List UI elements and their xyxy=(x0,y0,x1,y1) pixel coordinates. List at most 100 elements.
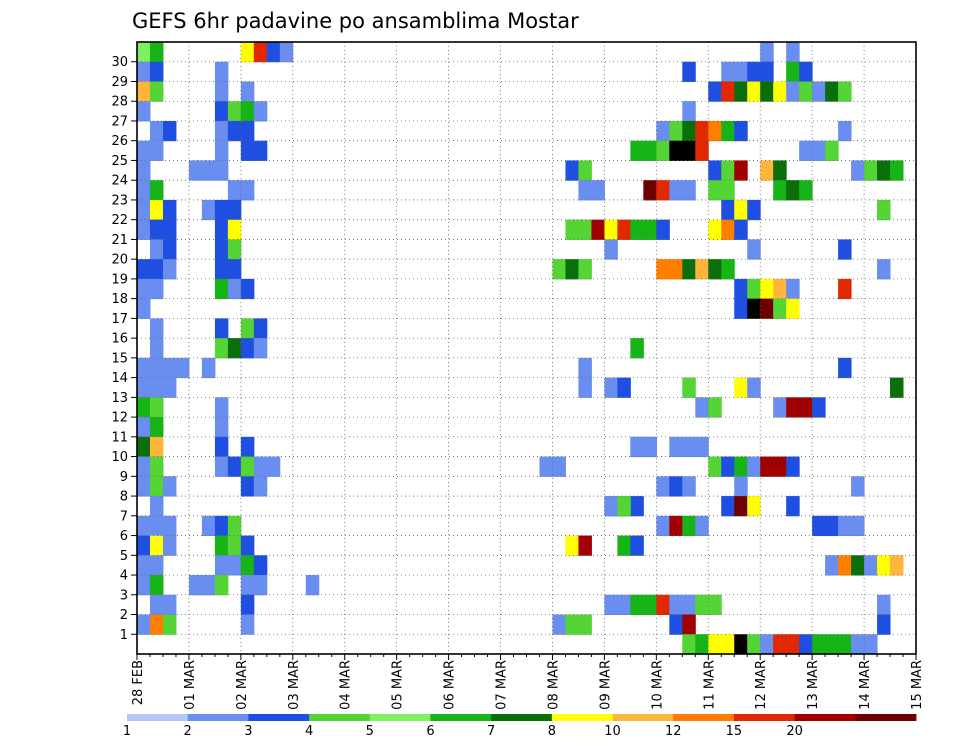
heatmap-cell xyxy=(137,101,151,122)
heatmap-cell xyxy=(760,634,774,655)
y-tick-label: 9 xyxy=(120,470,128,485)
heatmap-cell xyxy=(838,120,852,142)
heatmap-cell xyxy=(734,199,748,221)
heatmap-cell xyxy=(149,575,164,596)
heatmap-cell xyxy=(578,535,592,556)
heatmap-cell xyxy=(669,436,683,458)
heatmap-cell xyxy=(682,259,696,280)
y-tick-label: 2 xyxy=(120,608,128,623)
heatmap-cell xyxy=(656,594,670,616)
heatmap-cell xyxy=(838,81,852,102)
heatmap-cell xyxy=(240,555,255,576)
heatmap-cell xyxy=(721,219,735,240)
heatmap-cell xyxy=(227,535,242,556)
heatmap-cell xyxy=(708,634,722,655)
heatmap-cell xyxy=(760,42,774,63)
heatmap-cell xyxy=(137,614,151,635)
heatmap-cell xyxy=(695,515,709,537)
heatmap-cell xyxy=(214,278,229,300)
heatmap-cell xyxy=(786,298,800,319)
heatmap-cell xyxy=(137,61,151,82)
heatmap-cell xyxy=(656,259,670,280)
heatmap-cell xyxy=(682,634,696,655)
heatmap-cell xyxy=(227,101,242,122)
heatmap-cell xyxy=(877,259,891,280)
y-tick-label: 18 xyxy=(111,292,128,307)
colorbar-label: 5 xyxy=(366,724,374,739)
heatmap-cell xyxy=(643,219,657,240)
heatmap-cell xyxy=(149,555,164,576)
y-tick-label: 10 xyxy=(111,450,128,465)
heatmap-cell xyxy=(734,476,748,497)
heatmap-cell xyxy=(227,515,242,537)
heatmap-cell xyxy=(838,634,852,655)
heatmap-cell xyxy=(799,397,813,418)
heatmap-cell xyxy=(240,42,255,63)
heatmap-cell xyxy=(721,456,735,477)
x-tick-label: 04 MAR xyxy=(339,660,354,710)
heatmap-cell xyxy=(565,219,579,240)
y-tick-label: 3 xyxy=(120,588,128,603)
heatmap-cell xyxy=(240,120,255,142)
heatmap-cell xyxy=(201,160,216,181)
colorbar-label: 20 xyxy=(786,724,803,739)
heatmap-cell xyxy=(188,160,203,181)
heatmap-cell xyxy=(565,614,579,635)
heatmap-cell xyxy=(825,81,839,102)
heatmap-cell xyxy=(851,160,865,181)
heatmap-cell xyxy=(890,377,904,398)
heatmap-cell xyxy=(149,219,164,240)
colorbar-swatch xyxy=(551,714,613,721)
heatmap-cell xyxy=(552,259,566,280)
heatmap-cell xyxy=(682,515,696,537)
colorbar-label: 8 xyxy=(548,724,556,739)
heatmap-cell xyxy=(838,555,852,576)
heatmap-cell xyxy=(721,61,735,82)
heatmap-cell xyxy=(137,42,151,63)
heatmap-cell xyxy=(149,476,164,497)
heatmap-cell xyxy=(838,278,852,300)
heatmap-cell xyxy=(253,42,268,63)
heatmap-cell xyxy=(214,436,229,458)
heatmap-cell xyxy=(747,81,761,102)
colorbar-label: 15 xyxy=(726,724,743,739)
heatmap-cell xyxy=(201,575,216,596)
heatmap-cell xyxy=(604,377,618,398)
heatmap-cell xyxy=(812,515,826,537)
y-tick-label: 19 xyxy=(111,272,128,287)
heatmap-cell xyxy=(240,140,255,161)
heatmap-cell xyxy=(734,496,748,517)
heatmap-cell xyxy=(825,140,839,161)
heatmap-cell xyxy=(227,219,242,240)
heatmap-cell xyxy=(734,61,748,82)
heatmap-cell xyxy=(669,476,683,497)
heatmap-cell xyxy=(773,278,787,300)
x-tick-label: 12 MAR xyxy=(754,660,769,710)
heatmap-cell xyxy=(786,81,800,102)
heatmap-cell xyxy=(825,515,839,537)
heatmap-cell xyxy=(227,338,242,359)
heatmap-cell xyxy=(682,594,696,616)
heatmap-cell xyxy=(578,259,592,280)
heatmap-cell xyxy=(682,140,696,161)
heatmap-cell xyxy=(162,515,177,537)
heatmap-cell xyxy=(669,140,683,161)
heatmap-cell xyxy=(240,436,255,458)
heatmap-cell xyxy=(149,594,164,616)
chart-title: GEFS 6hr padavine po ansamblima Mostar xyxy=(132,9,579,33)
heatmap-cell xyxy=(747,377,761,398)
heatmap-cell xyxy=(656,476,670,497)
heatmap-cell xyxy=(253,101,268,122)
x-tick-label: 11 MAR xyxy=(702,660,717,710)
heatmap-cell xyxy=(149,436,164,458)
y-tick-label: 15 xyxy=(111,351,128,366)
heatmap-cell xyxy=(734,278,748,300)
heatmap-cell xyxy=(137,199,151,221)
heatmap-cell xyxy=(149,338,164,359)
heatmap-cell xyxy=(708,397,722,418)
heatmap-cell xyxy=(227,199,242,221)
heatmap-cell xyxy=(708,259,722,280)
heatmap-cell xyxy=(708,219,722,240)
heatmap-cell xyxy=(760,456,774,477)
heatmap-cell xyxy=(747,239,761,260)
